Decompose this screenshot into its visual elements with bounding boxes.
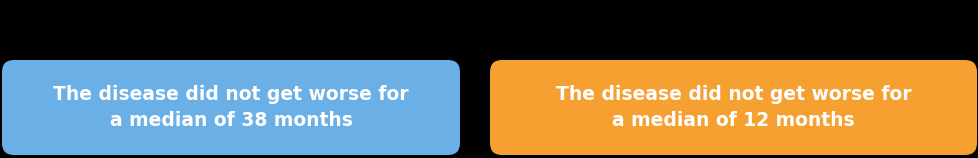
FancyBboxPatch shape <box>490 60 976 155</box>
Text: The disease did not get worse for
a median of 12 months: The disease did not get worse for a medi… <box>556 85 911 130</box>
FancyBboxPatch shape <box>2 60 460 155</box>
Text: The disease did not get worse for
a median of 38 months: The disease did not get worse for a medi… <box>53 85 409 130</box>
